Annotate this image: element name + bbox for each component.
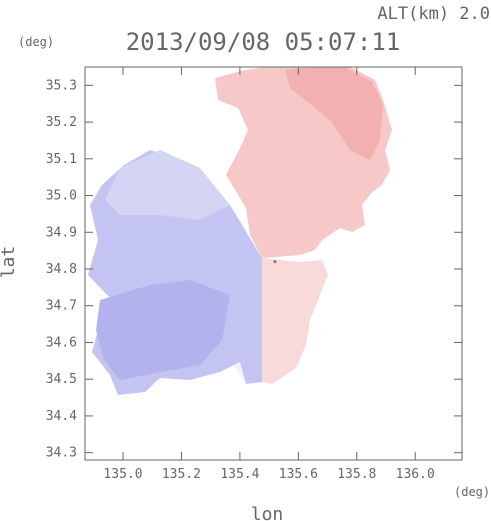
- y-tick-label: 34.5: [46, 372, 77, 387]
- chart-title: 2013/09/08 05:07:11: [126, 28, 401, 56]
- x-tick-label: 135.4: [220, 467, 259, 482]
- y-ticks: 34.3 34.4 34.5 34.6 34.7 34.8 34.9 35.0 35.1 35.2…: [46, 78, 462, 461]
- receding-core: [285, 67, 383, 160]
- doppler-field: [88, 67, 392, 395]
- y-tick-label: 35.3: [46, 78, 77, 93]
- y-tick-label: 35.1: [46, 152, 77, 167]
- y-tick-label: 34.4: [46, 409, 77, 424]
- x-tick-label: 135.8: [337, 467, 376, 482]
- x-ticks: 135.0 135.2 135.4 135.6 135.8 136.0: [103, 67, 435, 482]
- y-axis-label: lat: [0, 246, 19, 279]
- x-tick-label: 136.0: [396, 467, 435, 482]
- x-tick-label: 135.2: [162, 467, 201, 482]
- y-tick-label: 34.9: [46, 225, 77, 240]
- receding-area-south: [262, 258, 328, 384]
- y-tick-label: 34.6: [46, 335, 77, 350]
- approaching-core: [96, 280, 230, 380]
- y-unit-label: (deg): [18, 35, 54, 49]
- y-tick-label: 34.8: [46, 262, 77, 277]
- y-tick-label: 34.3: [46, 446, 77, 461]
- y-tick-label: 34.7: [46, 299, 77, 314]
- altitude-label: ALT(km) 2.0: [377, 4, 490, 24]
- x-unit-label: (deg): [454, 485, 490, 499]
- approaching-north: [105, 150, 230, 220]
- y-tick-label: 35.2: [46, 115, 77, 130]
- x-axis-label: lon: [251, 504, 284, 521]
- y-tick-label: 35.0: [46, 189, 77, 204]
- radar-center-marker: [273, 260, 277, 264]
- x-tick-label: 135.6: [279, 467, 318, 482]
- plot-axes: 135.0 135.2 135.4 135.6 135.8 136.0 34.334.43…: [46, 66, 463, 482]
- plot-frame: [84, 66, 463, 461]
- x-tick-label: 135.0: [103, 467, 142, 482]
